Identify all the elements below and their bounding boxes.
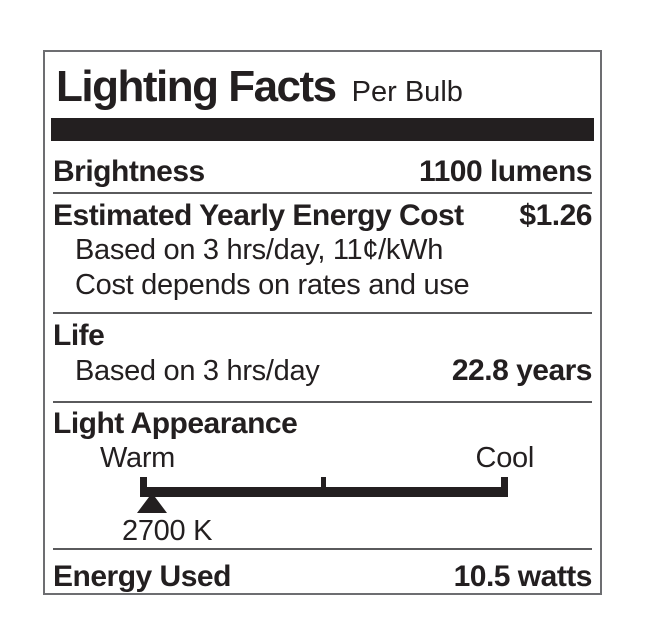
life-basis: Based on 3 hrs/day: [75, 355, 320, 387]
section-rule: [53, 192, 592, 194]
energy-used-value: 10.5 watts: [453, 560, 593, 593]
section-rule: [53, 312, 592, 314]
brightness-value: 1100 lumens: [419, 155, 592, 188]
energy-cost-section: Estimated Yearly Energy Cost $1.26 Based…: [53, 199, 592, 303]
label-title: Lighting Facts: [56, 62, 337, 111]
brightness-row: Brightness 1100 lumens: [53, 155, 592, 189]
energy-cost-label: Estimated Yearly Energy Cost: [53, 199, 464, 232]
marker-kelvin-value: 2700 K: [122, 515, 213, 547]
color-temperature-scale: [137, 477, 508, 513]
life-value: 22.8 years: [451, 354, 593, 387]
label-title-suffix: Per Bulb: [351, 76, 463, 108]
section-rule: [53, 548, 592, 550]
life-section: Life Based on 3 hrs/day 22.8 years: [53, 319, 593, 389]
life-label: Life: [53, 319, 105, 352]
scale-cool-label: Cool: [475, 442, 535, 474]
scale-right-tick: [501, 477, 508, 497]
brightness-label: Brightness: [53, 155, 205, 188]
energy-cost-row: Estimated Yearly Energy Cost $1.26: [53, 199, 592, 233]
energy-used-label: Energy Used: [53, 560, 231, 593]
marker-triangle-icon: [137, 493, 167, 513]
scale-middle-tick: [321, 477, 326, 497]
energy-used-row: Energy Used 10.5 watts: [53, 560, 593, 594]
light-appearance-section: Light Appearance Warm Cool 2700 K: [53, 407, 592, 547]
header-black-bar: [51, 118, 594, 141]
energy-cost-note-basis: Based on 3 hrs/day, 11¢/kWh: [75, 234, 444, 266]
section-rule: [53, 401, 592, 403]
life-row: Based on 3 hrs/day 22.8 years: [53, 353, 593, 389]
scale-warm-label: Warm: [100, 442, 176, 474]
energy-cost-note-disclaimer: Cost depends on rates and use: [75, 269, 470, 301]
light-appearance-label: Light Appearance: [53, 407, 298, 440]
label-header: Lighting Facts Per Bulb: [53, 62, 592, 112]
lighting-facts-label: Lighting Facts Per Bulb Brightness 1100 …: [43, 50, 602, 595]
scale-endpoint-labels: Warm Cool: [53, 443, 592, 473]
scale-left-tick: [140, 477, 147, 497]
energy-cost-value: $1.26: [519, 199, 592, 232]
